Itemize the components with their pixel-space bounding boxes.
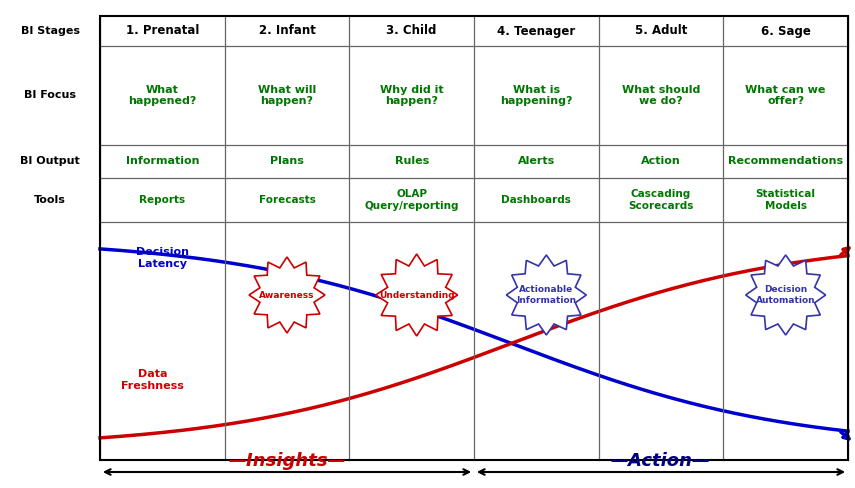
Text: Information: Information bbox=[126, 157, 199, 166]
Text: Data
Freshness: Data Freshness bbox=[121, 369, 184, 391]
Text: Action: Action bbox=[641, 157, 681, 166]
Text: Reports: Reports bbox=[139, 195, 186, 205]
Text: Actionable
Information: Actionable Information bbox=[516, 285, 576, 305]
Text: BI Stages: BI Stages bbox=[21, 26, 80, 36]
Polygon shape bbox=[249, 257, 325, 333]
Text: Plans: Plans bbox=[270, 157, 304, 166]
Text: What
happened?: What happened? bbox=[128, 85, 197, 106]
Text: What is
happening?: What is happening? bbox=[500, 85, 573, 106]
Text: 6. Sage: 6. Sage bbox=[761, 24, 811, 38]
Polygon shape bbox=[375, 254, 457, 336]
Text: —Action—: —Action— bbox=[611, 452, 711, 470]
Text: Why did it
happen?: Why did it happen? bbox=[380, 85, 444, 106]
Polygon shape bbox=[506, 255, 587, 335]
Text: Decision
Automation: Decision Automation bbox=[756, 285, 816, 305]
Text: Decision
Latency: Decision Latency bbox=[136, 247, 189, 269]
Text: Understanding: Understanding bbox=[379, 290, 455, 300]
Text: 5. Adult: 5. Adult bbox=[634, 24, 687, 38]
Text: Forecasts: Forecasts bbox=[258, 195, 315, 205]
Text: OLAP
Query/reporting: OLAP Query/reporting bbox=[364, 189, 459, 211]
Text: Statistical
Models: Statistical Models bbox=[756, 189, 816, 211]
Text: Cascading
Scorecards: Cascading Scorecards bbox=[628, 189, 693, 211]
Text: What will
happen?: What will happen? bbox=[258, 85, 316, 106]
Text: What should
we do?: What should we do? bbox=[622, 85, 700, 106]
Text: What can we
offer?: What can we offer? bbox=[746, 85, 826, 106]
Text: BI Focus: BI Focus bbox=[24, 90, 76, 101]
Text: Rules: Rules bbox=[394, 157, 429, 166]
Text: 2. Infant: 2. Infant bbox=[258, 24, 315, 38]
Text: Recommendations: Recommendations bbox=[728, 157, 843, 166]
Text: Awareness: Awareness bbox=[259, 290, 315, 300]
Text: Dashboards: Dashboards bbox=[501, 195, 571, 205]
Text: —Insights—: —Insights— bbox=[228, 452, 345, 470]
Text: 4. Teenager: 4. Teenager bbox=[498, 24, 575, 38]
Text: 3. Child: 3. Child bbox=[386, 24, 437, 38]
Text: BI Output: BI Output bbox=[21, 157, 80, 166]
Text: Alerts: Alerts bbox=[518, 157, 555, 166]
Text: Tools: Tools bbox=[34, 195, 66, 205]
Polygon shape bbox=[746, 255, 826, 335]
Text: 1. Prenatal: 1. Prenatal bbox=[126, 24, 199, 38]
